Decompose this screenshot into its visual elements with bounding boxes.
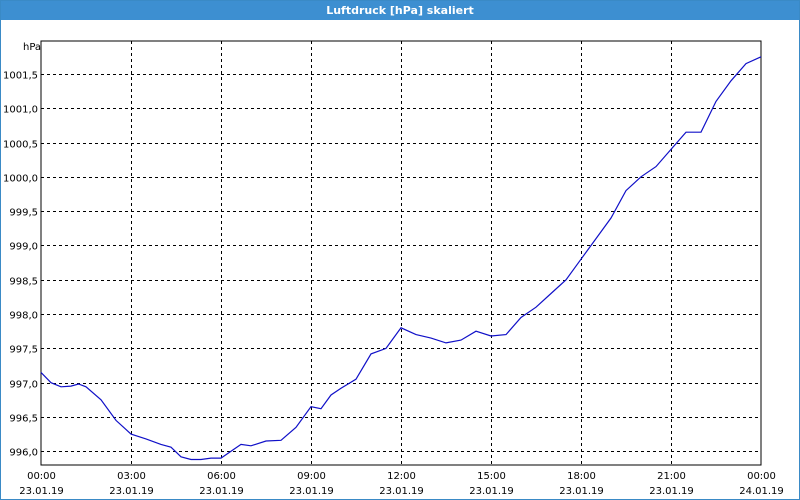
y-axis-unit-label: hPa (23, 42, 41, 53)
y-tick-label: 997,5 (9, 345, 38, 356)
y-tick-label: 999,5 (9, 208, 38, 219)
x-tick-date: 24.01.19 (739, 486, 784, 497)
x-axis-ticks: 00:00 23.01.19 03:00 23.01.19 06:00 23.01.19 0… (19, 471, 784, 497)
y-tick-label: 1000,0 (3, 174, 38, 185)
y-axis-ticks: 996,0 996,5 997,0 997,5 998,0 998,5 999,0 999,5… (3, 71, 38, 459)
x-tick-time: 03:00 (117, 471, 146, 482)
x-tick-date: 23.01.19 (649, 486, 694, 497)
x-tick-time: 12:00 (387, 471, 416, 482)
grid-lines (41, 41, 761, 465)
y-tick-label: 1001,5 (3, 71, 38, 82)
series-line-luftdruck (40, 56, 762, 461)
y-tick-label: 999,0 (9, 242, 38, 253)
y-tick-label: 996,0 (9, 448, 38, 459)
x-tick-time: 06:00 (207, 471, 236, 482)
y-tick-label: 998,0 (9, 311, 38, 322)
window-title: Luftdruck [hPa] skaliert (1, 1, 799, 20)
x-tick-date: 23.01.19 (289, 486, 334, 497)
x-tick-time: 15:00 (477, 471, 506, 482)
x-tick-time: 00:00 (27, 471, 56, 482)
y-tick-label: 997,0 (9, 380, 38, 391)
x-tick-date: 23.01.19 (19, 486, 64, 497)
y-tick-label: 998,5 (9, 277, 38, 288)
y-tick-label: 1000,5 (3, 140, 38, 151)
x-tick-time: 18:00 (567, 471, 596, 482)
y-tick-label: 996,5 (9, 414, 38, 425)
x-tick-time: 09:00 (297, 471, 326, 482)
x-tick-date: 23.01.19 (469, 486, 514, 497)
x-tick-date: 23.01.19 (379, 486, 424, 497)
x-tick-date: 23.01.19 (199, 486, 244, 497)
x-tick-time: 21:00 (657, 471, 686, 482)
x-tick-date: 23.01.19 (109, 486, 154, 497)
x-tick-time: 00:00 (747, 471, 776, 482)
x-tick-date: 23.01.19 (559, 486, 604, 497)
y-tick-label: 1001,0 (3, 105, 38, 116)
